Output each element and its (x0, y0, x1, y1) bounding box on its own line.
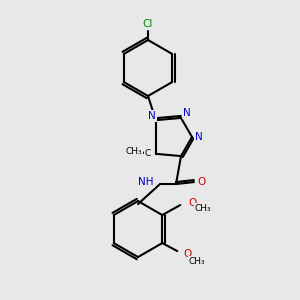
Text: N: N (148, 111, 156, 121)
Text: N: N (195, 132, 203, 142)
Text: NH: NH (138, 177, 154, 187)
Text: CH₃: CH₃ (125, 147, 142, 156)
Text: O: O (183, 249, 191, 259)
Text: CH₃: CH₃ (195, 204, 211, 213)
Text: Cl: Cl (143, 19, 153, 29)
Text: O: O (188, 198, 196, 208)
Text: N: N (183, 108, 191, 118)
Text: CH₃: CH₃ (189, 256, 206, 266)
Text: O: O (197, 177, 205, 187)
Text: C: C (145, 149, 151, 158)
